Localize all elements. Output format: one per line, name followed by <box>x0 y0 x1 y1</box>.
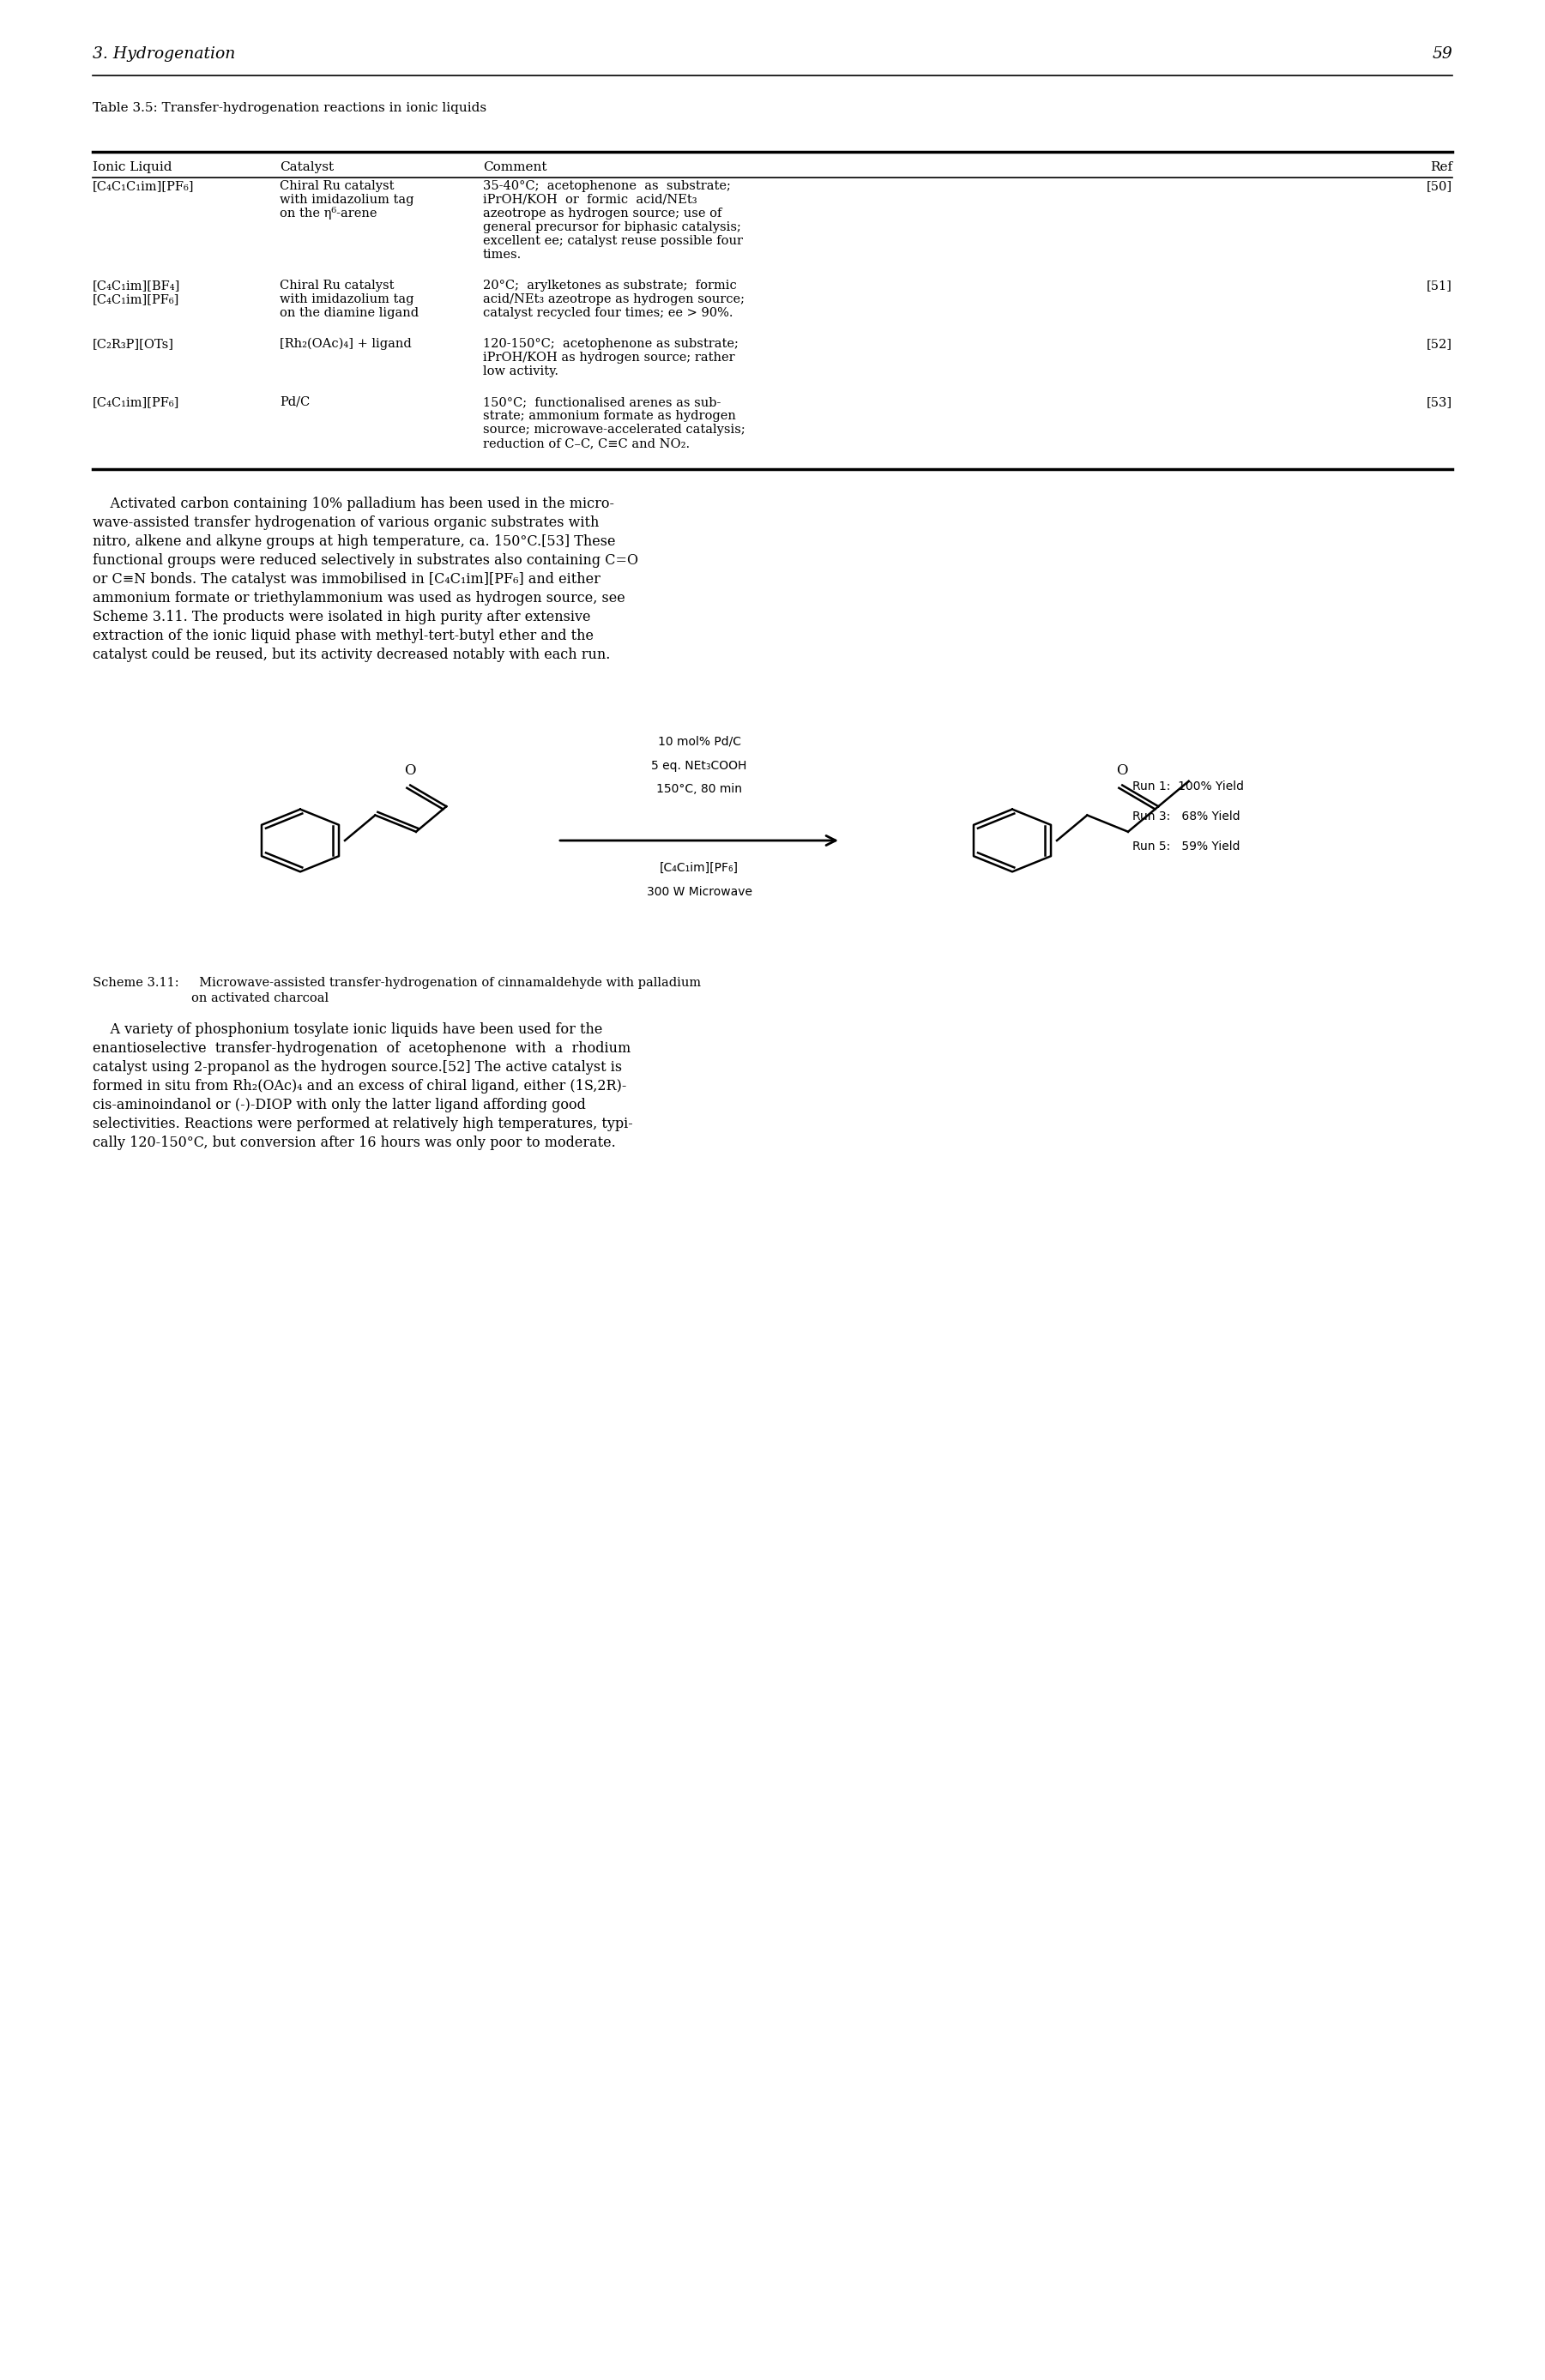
Text: [C₄C₁im][PF₆]: [C₄C₁im][PF₆] <box>93 293 179 305</box>
Text: selectivities. Reactions were performed at relatively high temperatures, typi-: selectivities. Reactions were performed … <box>93 1116 633 1130</box>
Text: cally 120-150°C, but conversion after 16 hours was only poor to moderate.: cally 120-150°C, but conversion after 16… <box>93 1135 616 1150</box>
Text: O: O <box>1117 764 1128 778</box>
Text: with imidazolium tag: with imidazolium tag <box>280 193 414 205</box>
Text: low activity.: low activity. <box>484 367 558 378</box>
Text: [C₂R₃P][OTs]: [C₂R₃P][OTs] <box>93 338 175 350</box>
Text: [51]: [51] <box>1426 278 1452 293</box>
Text: [52]: [52] <box>1426 338 1452 350</box>
Text: azeotrope as hydrogen source; use of: azeotrope as hydrogen source; use of <box>484 207 722 219</box>
Text: Run 3:   68% Yield: Run 3: 68% Yield <box>1132 812 1241 823</box>
Text: iPrOH/KOH as hydrogen source; rather: iPrOH/KOH as hydrogen source; rather <box>484 352 735 364</box>
Text: functional groups were reduced selectively in substrates also containing C=O: functional groups were reduced selective… <box>93 552 638 569</box>
Text: 35-40°C;  acetophenone  as  substrate;: 35-40°C; acetophenone as substrate; <box>484 181 731 193</box>
Text: source; microwave-accelerated catalysis;: source; microwave-accelerated catalysis; <box>484 424 745 436</box>
Text: catalyst could be reused, but its activity decreased notably with each run.: catalyst could be reused, but its activi… <box>93 647 610 662</box>
Text: cis-aminoindanol or (-)-DIOP with only the latter ligand affording good: cis-aminoindanol or (-)-DIOP with only t… <box>93 1097 586 1111</box>
Text: 150°C, 80 min: 150°C, 80 min <box>657 783 742 795</box>
Text: [C₄C₁im][PF₆]: [C₄C₁im][PF₆] <box>93 395 179 409</box>
Text: Chiral Ru catalyst: Chiral Ru catalyst <box>280 278 394 293</box>
Text: general precursor for biphasic catalysis;: general precursor for biphasic catalysis… <box>484 221 742 233</box>
Text: 3. Hydrogenation: 3. Hydrogenation <box>93 45 235 62</box>
Text: excellent ee; catalyst reuse possible four: excellent ee; catalyst reuse possible fo… <box>484 236 743 248</box>
Text: 59: 59 <box>1432 45 1452 62</box>
Text: nitro, alkene and alkyne groups at high temperature, ca. 150°C.[53] These: nitro, alkene and alkyne groups at high … <box>93 536 615 550</box>
Text: enantioselective  transfer-hydrogenation  of  acetophenone  with  a  rhodium: enantioselective transfer-hydrogenation … <box>93 1040 630 1057</box>
Text: Ref: Ref <box>1431 162 1452 174</box>
Text: [C₄C₁im][BF₄]: [C₄C₁im][BF₄] <box>93 278 181 293</box>
Text: on activated charcoal: on activated charcoal <box>192 992 329 1004</box>
Text: 120-150°C;  acetophenone as substrate;: 120-150°C; acetophenone as substrate; <box>484 338 739 350</box>
Text: Scheme 3.11. The products were isolated in high purity after extensive: Scheme 3.11. The products were isolated … <box>93 609 590 624</box>
Text: 20°C;  arylketones as substrate;  formic: 20°C; arylketones as substrate; formic <box>484 278 737 293</box>
Text: Chiral Ru catalyst: Chiral Ru catalyst <box>280 181 394 193</box>
Text: times.: times. <box>484 250 522 262</box>
Text: Activated carbon containing 10% palladium has been used in the micro-: Activated carbon containing 10% palladiu… <box>93 497 615 512</box>
Text: Pd/C: Pd/C <box>280 395 311 409</box>
Text: Comment: Comment <box>484 162 547 174</box>
Text: Run 5:   59% Yield: Run 5: 59% Yield <box>1132 840 1241 852</box>
Text: strate; ammonium formate as hydrogen: strate; ammonium formate as hydrogen <box>484 409 735 421</box>
Text: Run 1:  100% Yield: Run 1: 100% Yield <box>1132 781 1244 793</box>
Text: iPrOH/KOH  or  formic  acid/NEt₃: iPrOH/KOH or formic acid/NEt₃ <box>484 193 697 205</box>
Text: 10 mol% Pd/C: 10 mol% Pd/C <box>658 735 740 747</box>
Text: [C₄C₁C₁im][PF₆]: [C₄C₁C₁im][PF₆] <box>93 181 195 193</box>
Text: A variety of phosphonium tosylate ionic liquids have been used for the: A variety of phosphonium tosylate ionic … <box>93 1023 603 1038</box>
Text: extraction of the ionic liquid phase with methyl-tert-butyl ether and the: extraction of the ionic liquid phase wit… <box>93 628 593 643</box>
Text: acid/NEt₃ azeotrope as hydrogen source;: acid/NEt₃ azeotrope as hydrogen source; <box>484 293 745 305</box>
Text: wave-assisted transfer hydrogenation of various organic substrates with: wave-assisted transfer hydrogenation of … <box>93 516 599 531</box>
Text: Microwave-assisted transfer-hydrogenation of cinnamaldehyde with palladium: Microwave-assisted transfer-hydrogenatio… <box>192 976 701 988</box>
Text: on the η⁶-arene: on the η⁶-arene <box>280 207 377 219</box>
Text: Table 3.5: Transfer-hydrogenation reactions in ionic liquids: Table 3.5: Transfer-hydrogenation reacti… <box>93 102 487 114</box>
Text: [53]: [53] <box>1426 395 1452 409</box>
Text: 150°C;  functionalised arenes as sub-: 150°C; functionalised arenes as sub- <box>484 395 722 409</box>
Text: [50]: [50] <box>1426 181 1452 193</box>
Text: reduction of C–C, C≡C and NO₂.: reduction of C–C, C≡C and NO₂. <box>484 438 689 450</box>
Text: Scheme 3.11:: Scheme 3.11: <box>93 976 179 988</box>
Text: formed in situ from Rh₂(OAc)₄ and an excess of chiral ligand, either (1S,2R)-: formed in situ from Rh₂(OAc)₄ and an exc… <box>93 1078 627 1092</box>
Text: catalyst recycled four times; ee > 90%.: catalyst recycled four times; ee > 90%. <box>484 307 732 319</box>
Text: 300 W Microwave: 300 W Microwave <box>646 885 752 897</box>
Text: [C₄C₁im][PF₆]: [C₄C₁im][PF₆] <box>660 862 739 873</box>
Text: Catalyst: Catalyst <box>280 162 334 174</box>
Text: catalyst using 2-propanol as the hydrogen source.[52] The active catalyst is: catalyst using 2-propanol as the hydroge… <box>93 1059 623 1076</box>
Text: or C≡N bonds. The catalyst was immobilised in [C₄C₁im][PF₆] and either: or C≡N bonds. The catalyst was immobilis… <box>93 571 601 585</box>
Text: [Rh₂(OAc)₄] + ligand: [Rh₂(OAc)₄] + ligand <box>280 338 411 350</box>
Text: O: O <box>405 764 416 778</box>
Text: ammonium formate or triethylammonium was used as hydrogen source, see: ammonium formate or triethylammonium was… <box>93 590 626 605</box>
Text: with imidazolium tag: with imidazolium tag <box>280 293 414 305</box>
Text: Ionic Liquid: Ionic Liquid <box>93 162 171 174</box>
Text: on the diamine ligand: on the diamine ligand <box>280 307 419 319</box>
Text: 5 eq. NEt₃COOH: 5 eq. NEt₃COOH <box>652 759 746 771</box>
